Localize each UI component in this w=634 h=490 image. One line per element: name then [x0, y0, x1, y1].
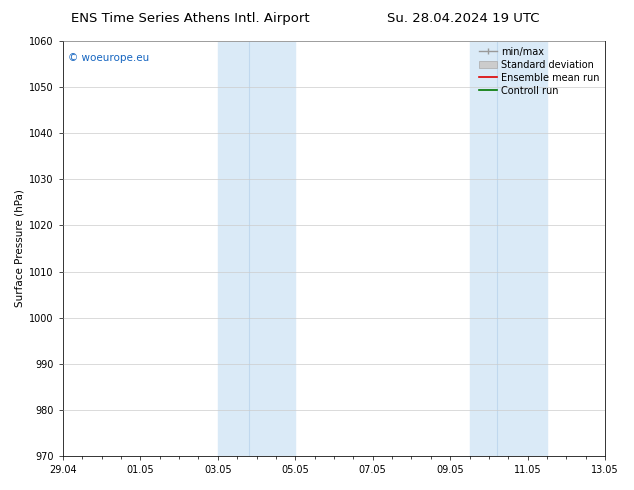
Bar: [218, 41, 295, 456]
Y-axis label: Surface Pressure (hPa): Surface Pressure (hPa): [15, 190, 25, 307]
Text: ENS Time Series Athens Intl. Airport: ENS Time Series Athens Intl. Airport: [71, 12, 309, 25]
Text: Su. 28.04.2024 19 UTC: Su. 28.04.2024 19 UTC: [387, 12, 539, 25]
Legend: min/max, Standard deviation, Ensemble mean run, Controll run: min/max, Standard deviation, Ensemble me…: [476, 43, 603, 99]
Bar: [470, 41, 547, 456]
Text: © woeurope.eu: © woeurope.eu: [68, 53, 150, 64]
